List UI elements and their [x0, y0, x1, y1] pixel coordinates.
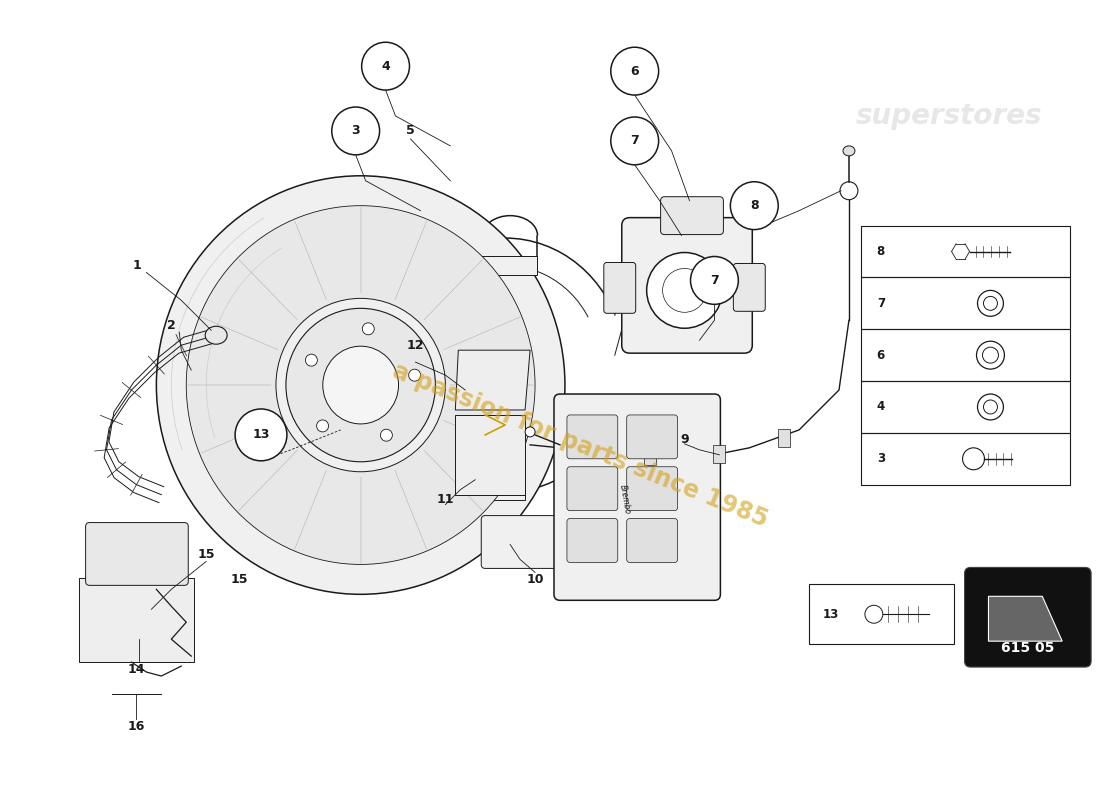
Text: superstores: superstores: [856, 102, 1042, 130]
FancyBboxPatch shape: [627, 466, 678, 510]
Text: 2: 2: [167, 318, 176, 332]
Circle shape: [362, 42, 409, 90]
FancyBboxPatch shape: [965, 567, 1091, 667]
Polygon shape: [455, 350, 530, 410]
FancyBboxPatch shape: [627, 415, 678, 458]
Ellipse shape: [409, 370, 420, 381]
FancyBboxPatch shape: [566, 518, 618, 562]
Circle shape: [332, 107, 380, 155]
Bar: [778, 429, 790, 447]
Text: 13: 13: [823, 608, 839, 621]
FancyBboxPatch shape: [481, 515, 584, 569]
Text: 7: 7: [877, 297, 884, 310]
FancyBboxPatch shape: [627, 518, 678, 562]
Text: 14: 14: [128, 662, 145, 675]
FancyBboxPatch shape: [566, 466, 618, 510]
Text: 8: 8: [877, 245, 886, 258]
Text: 11: 11: [437, 493, 454, 506]
Text: 13: 13: [252, 428, 270, 442]
Bar: [861, 278, 1070, 330]
Text: 16: 16: [128, 720, 145, 734]
Ellipse shape: [381, 430, 393, 441]
Text: 615 05: 615 05: [1001, 641, 1055, 655]
Circle shape: [485, 433, 509, 457]
Polygon shape: [471, 445, 525, 500]
Text: 3: 3: [877, 452, 884, 466]
Bar: [861, 433, 1070, 485]
Circle shape: [840, 182, 858, 200]
Text: 5: 5: [406, 125, 415, 138]
Ellipse shape: [317, 420, 329, 432]
Text: 3: 3: [351, 125, 360, 138]
Bar: [810, 584, 954, 644]
Circle shape: [610, 47, 659, 95]
Circle shape: [610, 117, 659, 165]
Text: 7: 7: [630, 134, 639, 147]
Ellipse shape: [286, 308, 436, 462]
FancyBboxPatch shape: [554, 394, 720, 600]
Bar: [861, 226, 1070, 278]
Text: 9: 9: [680, 434, 689, 446]
Text: 4: 4: [382, 60, 389, 73]
Polygon shape: [482, 255, 537, 275]
Bar: [861, 381, 1070, 433]
Ellipse shape: [362, 323, 374, 334]
Text: 6: 6: [630, 65, 639, 78]
FancyBboxPatch shape: [78, 578, 195, 662]
Text: 6: 6: [877, 349, 886, 362]
Circle shape: [525, 427, 535, 437]
FancyBboxPatch shape: [566, 415, 618, 458]
Ellipse shape: [156, 176, 565, 594]
FancyBboxPatch shape: [621, 218, 752, 353]
Circle shape: [235, 409, 287, 461]
Circle shape: [730, 182, 778, 230]
Text: 8: 8: [750, 199, 759, 212]
Text: a passion for parts since 1985: a passion for parts since 1985: [388, 358, 771, 531]
Circle shape: [647, 253, 723, 328]
Ellipse shape: [186, 206, 535, 565]
Ellipse shape: [843, 146, 855, 156]
Ellipse shape: [206, 326, 227, 344]
Text: Brembo: Brembo: [618, 484, 631, 515]
Text: 15: 15: [230, 573, 248, 586]
Polygon shape: [455, 415, 525, 494]
Bar: [644, 447, 656, 465]
Bar: [861, 330, 1070, 381]
FancyBboxPatch shape: [661, 197, 724, 234]
Text: 7: 7: [711, 274, 718, 287]
Text: 1: 1: [132, 259, 141, 272]
Text: 12: 12: [407, 338, 425, 352]
Circle shape: [691, 257, 738, 304]
Ellipse shape: [276, 298, 446, 472]
FancyBboxPatch shape: [734, 263, 766, 311]
FancyBboxPatch shape: [86, 522, 188, 586]
Text: 4: 4: [877, 401, 886, 414]
Text: 15: 15: [197, 548, 215, 561]
Ellipse shape: [322, 346, 398, 424]
Bar: [714, 445, 725, 462]
Text: 10: 10: [526, 573, 543, 586]
Polygon shape: [989, 596, 1063, 641]
Ellipse shape: [306, 354, 318, 366]
FancyBboxPatch shape: [604, 262, 636, 314]
